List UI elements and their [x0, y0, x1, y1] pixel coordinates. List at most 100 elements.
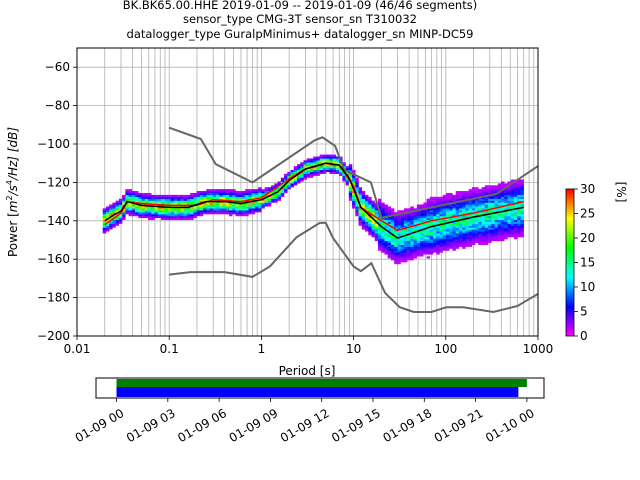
heat-cell — [403, 216, 408, 219]
heat-cell — [138, 206, 142, 209]
heat-cell — [468, 244, 473, 247]
heat-cell — [160, 198, 165, 201]
heat-cell — [403, 237, 408, 240]
timeline-tick-label: 01-09 06 — [175, 406, 229, 445]
heat-cell — [381, 212, 385, 215]
heat-cell — [109, 210, 113, 213]
heat-cell — [423, 248, 427, 251]
heat-cell — [510, 204, 515, 207]
heat-cell — [115, 200, 120, 203]
heat-cell — [339, 171, 343, 174]
heat-cell — [361, 223, 366, 226]
heat-cell — [410, 240, 414, 244]
heat-cell — [212, 206, 217, 209]
heat-cell — [206, 198, 210, 201]
heat-cell — [167, 194, 171, 197]
heat-cell — [442, 202, 447, 205]
heat-cell — [135, 192, 139, 196]
heat-cell — [177, 194, 181, 197]
heat-cell — [481, 225, 486, 228]
heat-cell — [374, 204, 379, 207]
heat-cell — [484, 210, 489, 213]
heat-cell — [148, 217, 152, 221]
heat-cell — [504, 189, 508, 192]
heat-cell — [377, 198, 382, 201]
heat-cell — [365, 194, 369, 197]
heat-cell — [387, 252, 392, 255]
heat-cell — [426, 208, 430, 211]
heat-cell — [229, 189, 233, 192]
heat-cell — [368, 196, 372, 199]
heat-cell — [400, 225, 405, 228]
heat-cell — [494, 227, 499, 230]
heat-cell — [358, 189, 362, 192]
heat-cell — [232, 208, 236, 211]
heat-cell — [261, 196, 265, 199]
heat-cell — [465, 242, 469, 245]
heat-cell — [300, 179, 304, 182]
heat-cell — [112, 221, 116, 224]
heat-cell — [371, 219, 375, 222]
heat-cell — [196, 214, 201, 217]
heat-cell — [154, 214, 158, 217]
heat-cell — [455, 214, 460, 217]
heat-cell — [400, 210, 405, 213]
heat-cell — [199, 212, 204, 215]
heat-cell — [491, 221, 495, 224]
heat-cell — [497, 185, 502, 188]
heat-cell — [494, 210, 499, 213]
x-tick-label: 100 — [434, 342, 457, 356]
heat-cell — [436, 248, 440, 251]
heat-cell — [352, 169, 356, 173]
heat-cell — [183, 217, 188, 221]
heat-cell — [225, 202, 230, 205]
heat-cell — [397, 227, 401, 230]
heat-cell — [452, 248, 456, 251]
heat-cell — [445, 229, 450, 232]
heat-cell — [504, 233, 508, 236]
heat-cell — [442, 200, 447, 203]
heat-cell — [277, 187, 282, 190]
heat-cell — [209, 192, 214, 196]
heat-cell — [455, 210, 460, 213]
heat-cell — [160, 208, 165, 211]
heat-cell — [442, 239, 447, 242]
heat-cell — [488, 187, 492, 190]
heat-cell — [471, 231, 476, 234]
heat-cell — [410, 208, 414, 211]
heat-cell — [465, 212, 469, 215]
heat-cell — [274, 183, 278, 186]
heat-cell — [309, 171, 314, 174]
heat-cell — [410, 235, 414, 238]
heat-cell — [484, 216, 489, 219]
heat-cell — [452, 212, 456, 215]
heat-cell — [361, 214, 366, 217]
heat-cell — [442, 216, 447, 219]
heat-cell — [209, 210, 214, 213]
heat-cell — [313, 160, 317, 163]
heat-cell — [494, 191, 499, 194]
heat-cell — [497, 221, 502, 224]
heat-cell — [497, 223, 502, 226]
heat-cell — [225, 212, 230, 215]
heat-cell — [517, 221, 521, 224]
heat-cell — [222, 206, 226, 209]
heat-cell — [403, 246, 408, 249]
heat-cell — [135, 194, 139, 197]
heat-cell — [186, 194, 191, 197]
heat-cell — [494, 204, 499, 207]
heat-cell — [458, 231, 463, 234]
heat-cell — [449, 194, 453, 197]
heat-cell — [475, 237, 479, 240]
heat-cell — [238, 191, 243, 194]
heat-cell — [261, 189, 265, 192]
heat-cell — [118, 219, 123, 222]
heat-cell — [462, 229, 466, 232]
heat-cell — [426, 214, 430, 217]
heat-cell — [361, 210, 366, 213]
heat-cell — [452, 237, 456, 240]
heat-cell — [212, 204, 217, 207]
heat-cell — [203, 204, 207, 207]
heat-cell — [251, 194, 256, 197]
heat-cell — [400, 239, 405, 242]
